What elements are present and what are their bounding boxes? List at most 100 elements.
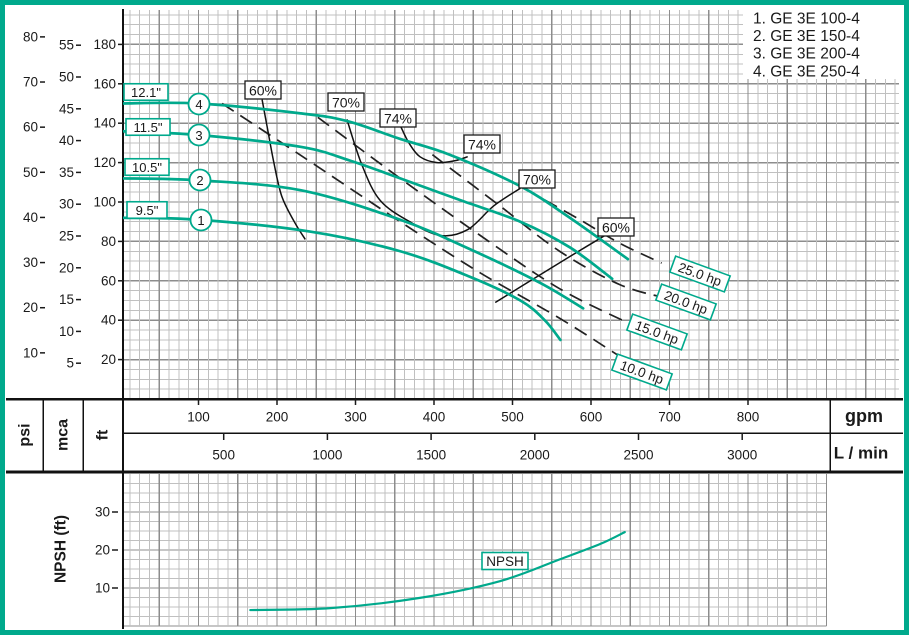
legend-background <box>743 9 901 79</box>
curve-number: 2 <box>196 173 203 188</box>
psi-tick-label: 50 <box>23 165 38 180</box>
curve-number: 3 <box>195 128 202 143</box>
mca-tick-label: 10 <box>59 324 74 339</box>
efficiency-label: 74% <box>463 134 501 154</box>
mca-tick-label: 50 <box>59 70 74 85</box>
impeller-label: 10.5" <box>124 157 170 177</box>
gpm-tick-label: 300 <box>344 410 367 425</box>
efficiency-label-text: 74% <box>384 111 412 127</box>
ft-tick-label: 140 <box>93 116 116 131</box>
efficiency-label-text: 60% <box>602 220 630 236</box>
gpm-tick-label: 600 <box>580 410 603 425</box>
power-line-15-0-hp <box>317 116 636 327</box>
mca-tick-label: 5 <box>66 356 74 371</box>
impeller-label-text: 9.5" <box>136 203 159 218</box>
ft-tick-label: 120 <box>93 155 116 170</box>
impeller-label: 11.5" <box>125 117 171 137</box>
legend-item: 3. GE 3E 200-4 <box>753 46 860 63</box>
efficiency-label: 60% <box>597 217 635 237</box>
lmin-tick-label: 2500 <box>623 448 653 463</box>
psi-tick-label: 80 <box>23 29 38 44</box>
ft-tick-label: 60 <box>101 273 116 288</box>
mca-tick-label: 40 <box>59 133 74 148</box>
legend-item: 4. GE 3E 250-4 <box>753 63 860 80</box>
gpm-tick-label: 700 <box>658 410 681 425</box>
power-line-10-0-hp <box>221 102 626 361</box>
impeller-label-text: 11.5" <box>134 120 163 135</box>
efficiency-label-text: 70% <box>332 95 360 111</box>
gpm-tick-label: 500 <box>501 410 524 425</box>
x-axes: 100 200 300 400 500 600 700 800 500 1000 1500 2000 2… <box>17 399 888 463</box>
efficiency-label-text: 70% <box>523 172 551 188</box>
lmin-tick-label: 2000 <box>520 448 550 463</box>
lmin-tick-label: 1500 <box>416 448 446 463</box>
lmin-tick-label: 3000 <box>727 448 757 463</box>
mca-tick-label: 25 <box>59 229 74 244</box>
impeller-label-text: 10.5" <box>132 160 162 175</box>
gpm-tick-label: 800 <box>737 410 760 425</box>
psi-tick-label: 10 <box>23 345 38 360</box>
psi-unit-label: psi <box>17 423 34 446</box>
efficiency-label: 74% <box>379 108 417 128</box>
mca-tick-label: 55 <box>59 38 74 53</box>
legend-box: 1. GE 3E 100-42. GE 3E 150-43. GE 3E 200… <box>743 9 901 80</box>
mca-tick-label: 20 <box>59 260 74 275</box>
y-axes: 80 70 60 50 40 30 20 10 55 50 45 40 35 30 25 20 15 10 5 180… <box>23 29 123 371</box>
power-lines <box>221 102 669 361</box>
psi-tick-label: 70 <box>23 75 38 90</box>
efficiency-label-text: 74% <box>468 137 496 153</box>
gpm-tick-label: 100 <box>187 410 210 425</box>
npsh-label-text: NPSH <box>486 554 524 569</box>
npsh-label: NPSH <box>481 551 529 571</box>
efficiency-curve-right <box>494 232 609 304</box>
pump-curve-3 <box>123 129 614 281</box>
ft-tick-label: 40 <box>101 313 116 328</box>
psi-tick-label: 60 <box>23 120 38 135</box>
psi-tick-label: 30 <box>23 255 38 270</box>
curve-number-badge: 4 <box>187 92 211 116</box>
efficiency-label: 70% <box>327 92 365 112</box>
npsh-chart: 30 20 10 NPSH (ft) NPSH <box>53 505 626 612</box>
impeller-label-text: 12.1" <box>131 85 161 100</box>
efficiency-label: 70% <box>518 169 556 189</box>
lmin-tick-label: 500 <box>212 448 235 463</box>
ft-tick-label: 160 <box>93 76 116 91</box>
mca-tick-label: 15 <box>59 292 74 307</box>
npsh-tick-label: 20 <box>95 543 110 558</box>
mca-unit-label: mca <box>55 419 72 451</box>
psi-tick-label: 40 <box>23 210 38 225</box>
power-line-20-0-hp <box>431 154 669 300</box>
ft-tick-label: 180 <box>93 37 116 52</box>
gpm-unit-label: gpm <box>845 406 883 426</box>
mca-tick-label: 30 <box>59 197 74 212</box>
ft-unit-label: ft <box>95 429 112 440</box>
curve-number-badge: 1 <box>189 208 213 232</box>
power-line-25-0-hp <box>544 199 663 264</box>
impeller-label: 9.5" <box>126 200 168 220</box>
mca-tick-label: 35 <box>59 165 74 180</box>
ft-tick-label: 80 <box>101 234 116 249</box>
gpm-tick-label: 400 <box>423 410 446 425</box>
npsh-tick-label: 10 <box>95 581 110 596</box>
legend-item: 1. GE 3E 100-4 <box>753 11 860 28</box>
lmin-tick-label: 1000 <box>312 448 342 463</box>
npsh-grid <box>123 474 828 627</box>
efficiency-curve-left <box>261 99 306 240</box>
curve-number-badge: 3 <box>187 123 211 147</box>
npsh-tick-label: 30 <box>95 505 110 520</box>
legend-item: 2. GE 3E 150-4 <box>753 28 860 45</box>
efficiency-label-text: 60% <box>249 83 277 99</box>
curve-number-badge: 2 <box>188 168 212 192</box>
gpm-tick-label: 200 <box>266 410 289 425</box>
ft-tick-label: 20 <box>101 352 116 367</box>
pump-curve-4 <box>123 101 630 261</box>
lmin-unit-label: L / min <box>834 444 888 463</box>
efficiency-label: 60% <box>244 80 282 100</box>
frame-lines <box>6 9 903 629</box>
ft-tick-label: 100 <box>93 195 116 210</box>
psi-tick-label: 20 <box>23 300 38 315</box>
npsh-curve <box>249 531 626 612</box>
curve-number: 4 <box>195 97 202 112</box>
